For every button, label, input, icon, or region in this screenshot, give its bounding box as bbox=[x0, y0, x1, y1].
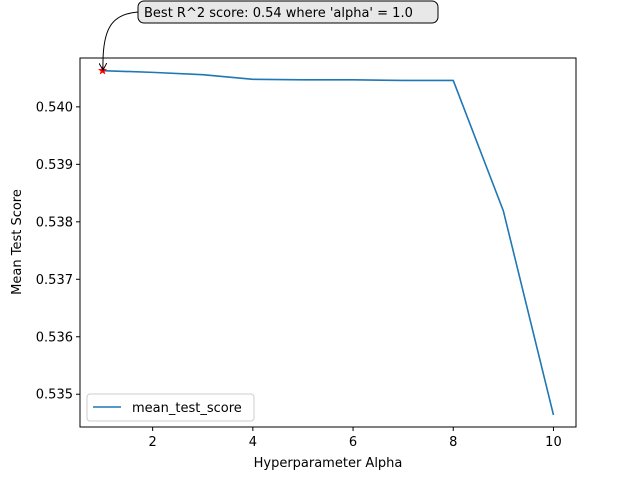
legend-label-mean-test-score: mean_test_score bbox=[132, 401, 242, 416]
legend-box bbox=[86, 393, 255, 422]
legend: mean_test_score bbox=[86, 393, 255, 422]
plot-area-frame bbox=[79, 57, 577, 428]
x-axis-label: Hyperparameter Alpha bbox=[254, 456, 403, 471]
y-tick-label: 0.535 bbox=[36, 388, 73, 403]
y-tick-label: 0.537 bbox=[36, 273, 73, 288]
x-tick-label: 6 bbox=[349, 435, 357, 450]
x-tick-label: 2 bbox=[149, 435, 157, 450]
annotation-arrow bbox=[103, 11, 139, 69]
x-tick-label: 10 bbox=[545, 435, 562, 450]
series-line-mean-test-score bbox=[102, 69, 555, 416]
annotation-text: Best R^2 score: 0.54 where 'alpha' = 1.0 bbox=[144, 6, 413, 21]
x-tick-label: 4 bbox=[249, 435, 257, 450]
y-tick-label: 0.539 bbox=[36, 158, 73, 173]
y-tick-label: 0.536 bbox=[36, 330, 73, 345]
series-layer bbox=[97, 65, 555, 416]
y-axis-label: Mean Test Score bbox=[10, 189, 25, 295]
x-tick-label: 8 bbox=[449, 435, 457, 450]
y-tick-label: 0.540 bbox=[36, 100, 73, 115]
x-axis-ticks: 2 4 6 8 10 bbox=[149, 427, 562, 450]
best-score-annotation: Best R^2 score: 0.54 where 'alpha' = 1.0 bbox=[103, 0, 439, 69]
y-tick-label: 0.538 bbox=[36, 215, 73, 230]
y-axis-ticks: 0.535 0.536 0.537 0.538 0.539 0.540 bbox=[36, 100, 80, 403]
